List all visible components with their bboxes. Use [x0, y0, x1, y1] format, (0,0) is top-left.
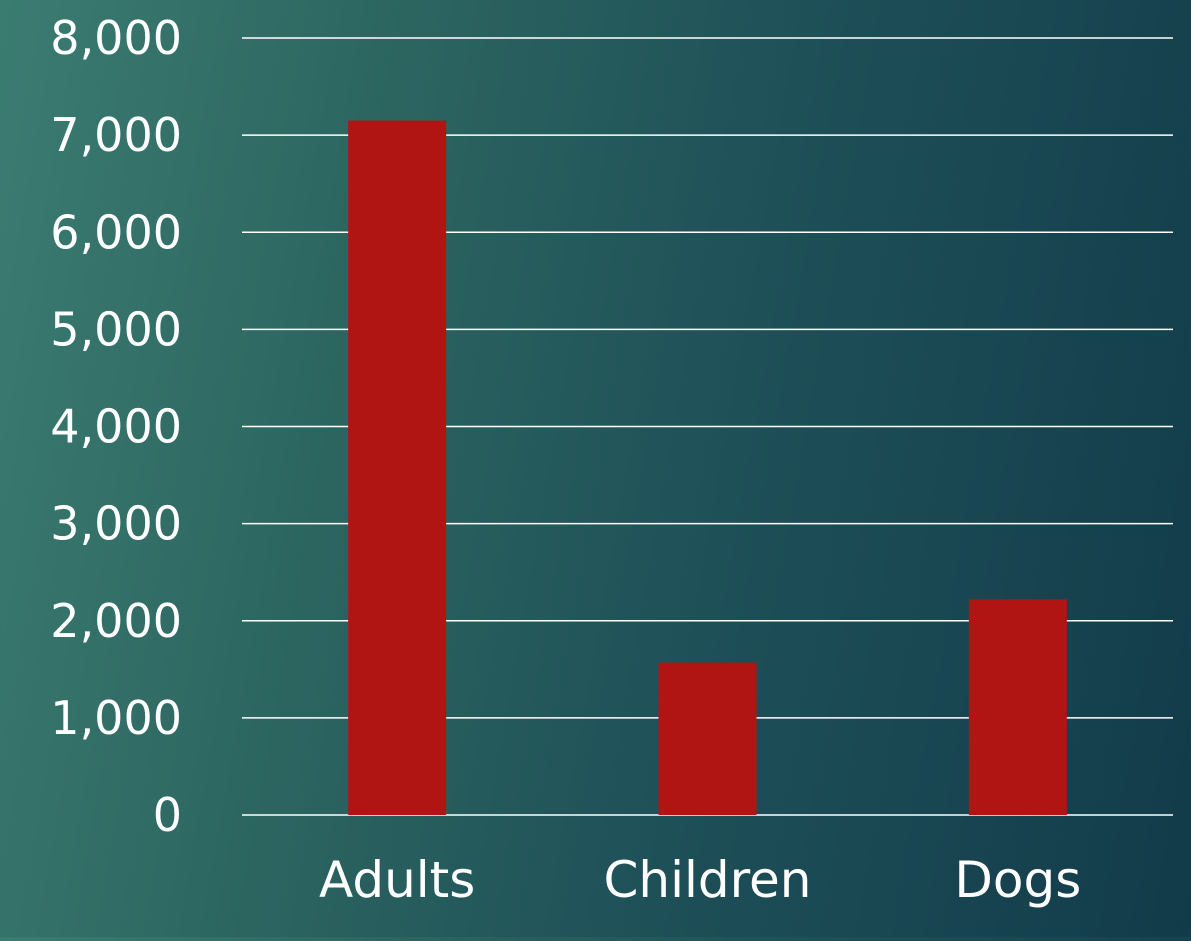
bars [348, 120, 1067, 815]
bar-dogs [968, 599, 1067, 815]
x-category-label-dogs: Dogs [954, 851, 1081, 909]
y-tick-label: 7,000 [50, 108, 182, 162]
y-tick-label: 1,000 [50, 691, 182, 745]
y-tick-label: 8,000 [50, 11, 182, 65]
y-tick-label: 4,000 [50, 400, 182, 454]
bar-children [658, 662, 757, 815]
y-axis-tick-labels: 0 1,000 2,000 3,000 4,000 5,000 6,000 7,000 8,00… [50, 11, 182, 842]
y-tick-label: 2,000 [50, 594, 182, 648]
bar-adults [348, 120, 447, 815]
x-axis-category-labels: Adults Children Dogs [319, 851, 1081, 909]
y-tick-label: 5,000 [50, 302, 182, 356]
x-category-label-children: Children [603, 851, 811, 909]
x-category-label-adults: Adults [319, 851, 475, 909]
y-tick-label: 3,000 [50, 497, 182, 551]
y-tick-label: 6,000 [50, 205, 182, 259]
y-tick-label: 0 [153, 788, 182, 842]
